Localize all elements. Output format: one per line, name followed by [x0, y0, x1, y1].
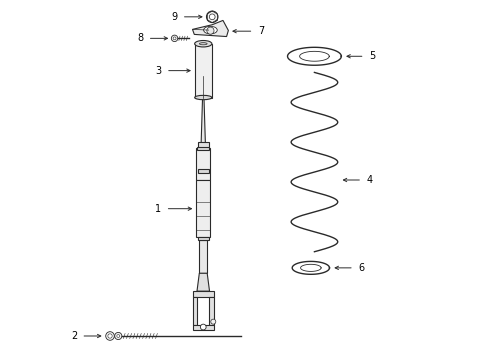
Bar — [192, 297, 197, 325]
Bar — [192, 324, 214, 329]
Bar — [192, 291, 214, 297]
Polygon shape — [197, 273, 209, 291]
Circle shape — [210, 319, 215, 324]
Text: 1: 1 — [155, 204, 161, 214]
Circle shape — [108, 334, 112, 338]
Circle shape — [206, 27, 214, 34]
Circle shape — [206, 11, 218, 23]
Circle shape — [200, 324, 206, 330]
Text: 2: 2 — [71, 331, 77, 341]
Bar — [199, 240, 207, 273]
Text: 7: 7 — [257, 26, 264, 36]
Ellipse shape — [199, 42, 207, 45]
Text: 8: 8 — [137, 33, 143, 43]
Circle shape — [117, 334, 120, 337]
Circle shape — [173, 37, 176, 40]
Ellipse shape — [194, 41, 211, 47]
Text: 4: 4 — [366, 175, 372, 185]
Ellipse shape — [194, 95, 211, 100]
Bar — [209, 297, 214, 325]
Bar — [197, 169, 208, 173]
Text: 6: 6 — [357, 263, 364, 273]
Text: 5: 5 — [368, 51, 374, 61]
Text: 9: 9 — [171, 12, 177, 22]
Polygon shape — [192, 21, 228, 37]
Circle shape — [105, 332, 114, 340]
Polygon shape — [201, 98, 205, 144]
Ellipse shape — [203, 26, 217, 34]
Circle shape — [209, 14, 215, 20]
Bar — [197, 142, 208, 148]
Bar — [194, 44, 211, 98]
Circle shape — [115, 332, 122, 339]
Circle shape — [171, 35, 178, 41]
Bar — [196, 180, 210, 237]
Bar — [197, 147, 209, 150]
Bar — [197, 237, 208, 240]
Bar — [196, 148, 210, 180]
Text: 3: 3 — [155, 66, 162, 76]
